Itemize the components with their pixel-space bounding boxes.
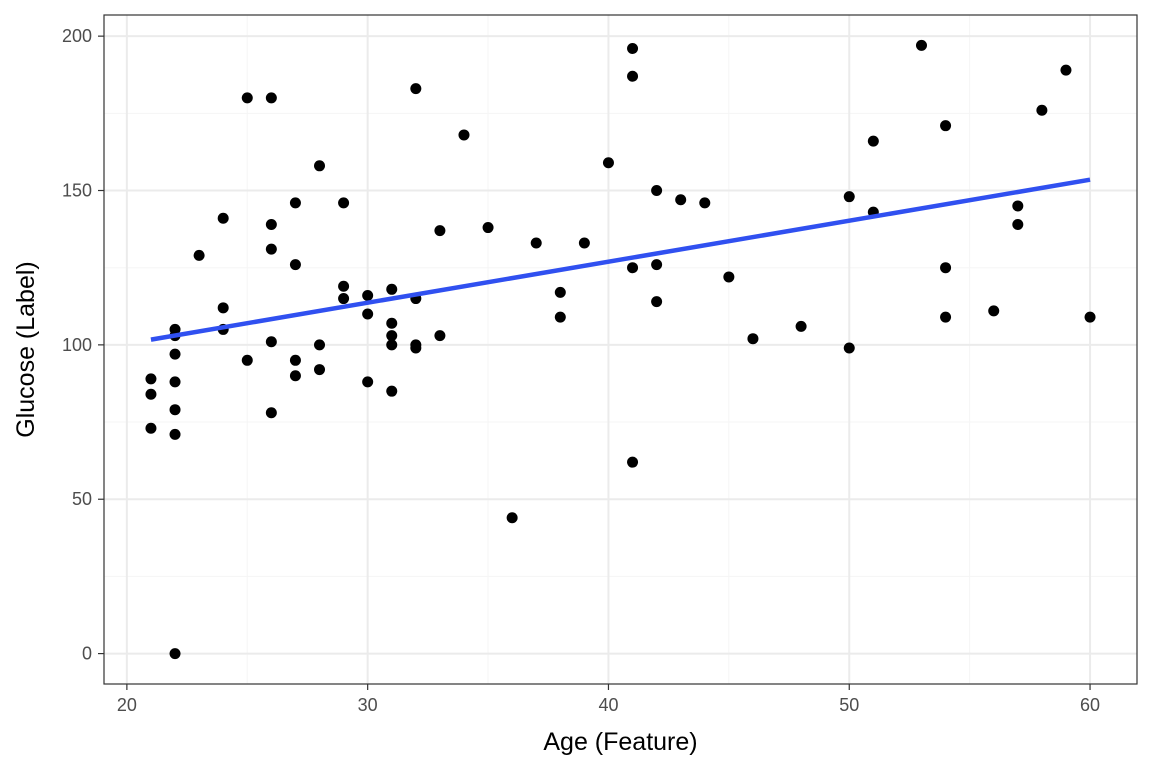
data-point [1084, 311, 1096, 323]
data-point [940, 262, 952, 274]
data-point [1012, 200, 1024, 212]
minor-gridlines [104, 15, 1137, 684]
data-point [362, 289, 374, 301]
data-point [627, 70, 639, 82]
y-tick-label: 50 [72, 489, 92, 509]
x-tick-label: 20 [117, 695, 137, 715]
data-point [169, 428, 181, 440]
data-point [988, 305, 1000, 317]
data-point [843, 342, 855, 354]
data-point [386, 330, 398, 342]
data-point [940, 120, 952, 132]
x-tick-label: 30 [358, 695, 378, 715]
x-axis-title: Age (Feature) [543, 728, 697, 756]
data-point [169, 404, 181, 416]
panel-border [103, 14, 1138, 685]
data-point [241, 92, 253, 104]
data-point [627, 42, 639, 54]
data-point [458, 129, 470, 141]
data-point [386, 339, 398, 351]
data-point [265, 407, 277, 419]
x-tick-label: 60 [1080, 695, 1100, 715]
data-point [265, 92, 277, 104]
data-point [289, 354, 301, 366]
data-point [699, 197, 711, 209]
trend-line [150, 177, 1091, 342]
data-point [578, 237, 590, 249]
data-point [651, 185, 663, 197]
data-point [627, 456, 639, 468]
y-axis-ticks: 0 50 100 150 200 [62, 26, 104, 664]
data-point [314, 339, 326, 351]
data-point [241, 354, 253, 366]
major-gridlines [104, 15, 1137, 684]
data-point [145, 422, 157, 434]
y-tick-label: 0 [82, 644, 92, 664]
data-point [362, 376, 374, 388]
data-point [627, 262, 639, 274]
data-point [723, 271, 735, 283]
y-tick-label: 200 [62, 26, 92, 46]
data-point [265, 336, 277, 348]
data-point [410, 342, 422, 354]
x-tick-label: 50 [839, 695, 859, 715]
data-point [314, 160, 326, 172]
x-tick-label: 40 [598, 695, 618, 715]
data-point [145, 373, 157, 385]
data-point [338, 293, 350, 305]
data-point [145, 388, 157, 400]
y-axis-title: Glucose (Label) [12, 261, 40, 437]
data-point [362, 308, 374, 320]
data-point [289, 259, 301, 271]
data-point [314, 364, 326, 376]
data-point [265, 243, 277, 255]
data-point [169, 348, 181, 360]
data-point [169, 376, 181, 388]
data-point [554, 311, 566, 323]
trend-line-group [150, 177, 1091, 342]
data-point [410, 83, 422, 95]
data-point [386, 283, 398, 295]
data-point [915, 39, 927, 51]
data-point [675, 194, 687, 206]
data-point [193, 249, 205, 261]
data-point [265, 218, 277, 230]
data-point [1060, 64, 1072, 76]
data-point [651, 259, 663, 271]
data-point [217, 302, 229, 314]
data-point [747, 333, 759, 345]
data-points [145, 39, 1096, 660]
data-point [169, 648, 181, 660]
y-tick-label: 150 [62, 181, 92, 201]
data-point [651, 296, 663, 308]
data-point [795, 320, 807, 332]
data-point [386, 385, 398, 397]
data-point [482, 222, 494, 234]
data-point [1036, 104, 1048, 116]
data-point [843, 191, 855, 203]
x-axis-ticks: 20 30 40 50 60 [117, 684, 1100, 715]
data-point [289, 197, 301, 209]
data-point [867, 135, 879, 147]
data-point [554, 286, 566, 298]
y-tick-label: 100 [62, 335, 92, 355]
data-point [1012, 218, 1024, 230]
data-point [386, 317, 398, 329]
data-point [602, 157, 614, 169]
data-point [338, 197, 350, 209]
data-point [434, 330, 446, 342]
data-point [506, 512, 518, 524]
data-point [434, 225, 446, 237]
data-point [338, 280, 350, 292]
data-point [217, 212, 229, 224]
data-point [289, 370, 301, 382]
data-point [530, 237, 542, 249]
data-point [940, 311, 952, 323]
